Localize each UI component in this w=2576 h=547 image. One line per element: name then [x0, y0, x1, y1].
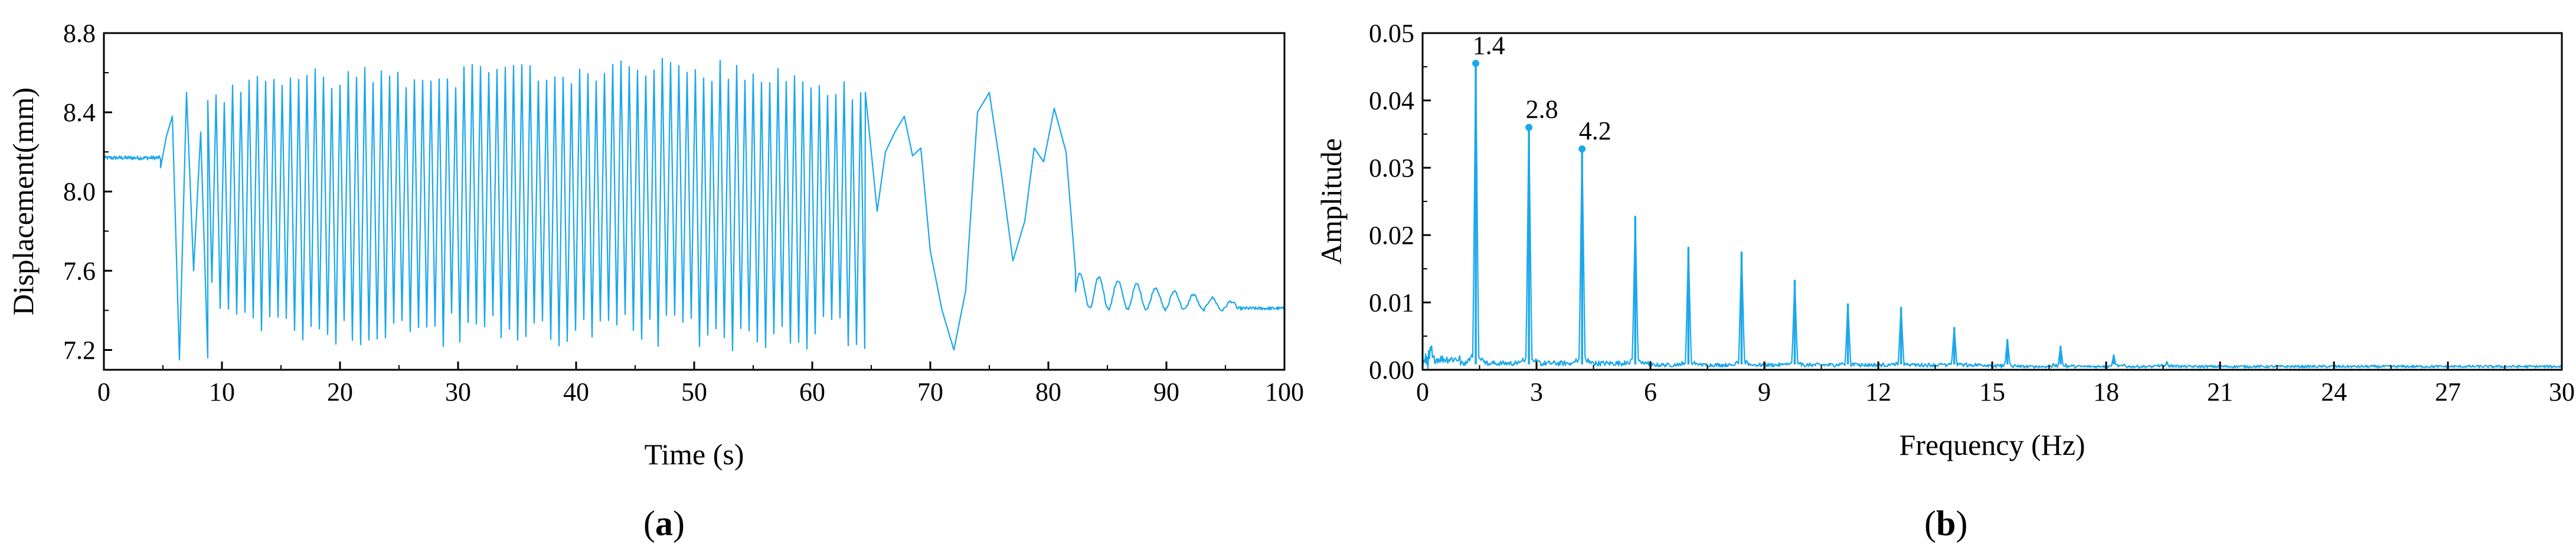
b-ticks: 0 3 6 9 12 15 18 21 24 27 30 0.00 0.01 0.02 0.03 0.04 0.… [1369, 19, 2575, 406]
panel-b-amplitude-spectrum: 0 3 6 9 12 15 18 21 24 27 30 0.00 0.01 0.02 0.03 0.04 0.… [1315, 19, 2575, 543]
a-x-tick-label: 100 [1265, 377, 1304, 406]
b-x-tick-label: 15 [1979, 377, 2005, 406]
a-y-tick-label: 8.4 [63, 98, 96, 127]
b-y-tick-label: 0.00 [1369, 356, 1414, 385]
b-plot-frame [1421, 32, 2563, 371]
b-x-tick-label: 12 [1865, 377, 1891, 406]
b-x-tick-label: 0 [1416, 377, 1429, 406]
b-peak-label: 2.8 [1526, 95, 1558, 124]
b-y-tick-label: 0.01 [1369, 288, 1414, 317]
b-peak-marker [1472, 60, 1480, 67]
b-x-tick-label: 21 [2207, 377, 2233, 406]
a-y-tick-label: 8.8 [63, 19, 96, 48]
a-x-tick-label: 20 [327, 377, 353, 406]
b-panel-label: (b) [1924, 504, 1967, 543]
a-x-tick-label: 40 [563, 377, 589, 406]
b-peak-marker [1525, 123, 1533, 131]
b-x-tick-label: 30 [2549, 377, 2575, 406]
a-x-tick-label: 90 [1153, 377, 1179, 406]
a-plot-frame [103, 32, 1286, 371]
b-y-tick-label: 0.02 [1369, 221, 1414, 250]
panel-a-displacement-chart: 0 10 20 30 40 50 60 70 80 90 100 7.2 7.6 8.0 8.4 8.8 Ti… [6, 19, 1304, 543]
a-y-axis-title: Displacement(mm) [6, 87, 40, 315]
b-x-tick-label: 18 [2093, 377, 2119, 406]
b-y-tick-label: 0.03 [1369, 154, 1414, 183]
b-y-tick-label: 0.04 [1369, 86, 1414, 115]
b-x-axis-title: Frequency (Hz) [1899, 428, 2085, 461]
b-series-line [1421, 63, 2562, 370]
b-x-tick-label: 6 [1644, 377, 1657, 406]
a-panel-label: (a) [643, 504, 685, 543]
a-y-tick-label: 8.0 [63, 177, 96, 206]
a-x-tick-label: 50 [681, 377, 707, 406]
a-y-tick-label: 7.6 [63, 256, 96, 285]
a-x-axis-title: Time (s) [644, 438, 744, 471]
b-y-tick-label: 0.05 [1369, 19, 1414, 48]
a-x-tick-label: 70 [917, 377, 943, 406]
a-x-tick-label: 0 [97, 377, 110, 406]
b-peak-marker [1578, 145, 1586, 153]
b-y-axis-title: Amplitude [1315, 138, 1348, 265]
b-x-tick-label: 3 [1530, 377, 1543, 406]
a-x-tick-label: 10 [209, 377, 235, 406]
a-ticks: 0 10 20 30 40 50 60 70 80 90 100 7.2 7.6 8.0 8.4 8.8 [63, 19, 1304, 406]
b-series-layer [1421, 63, 2562, 370]
b-peak-label: 4.2 [1579, 116, 1611, 145]
b-x-tick-label: 9 [1758, 377, 1771, 406]
b-panel-letter: b [1936, 504, 1956, 543]
a-series-layer [103, 57, 1285, 361]
a-panel-letter: a [655, 504, 673, 543]
b-peak-label: 1.4 [1473, 31, 1505, 60]
a-x-tick-label: 80 [1035, 377, 1061, 406]
b-peak-labels: 1.4 2.8 4.2 [1472, 31, 1611, 153]
b-x-tick-label: 24 [2321, 377, 2347, 406]
a-x-tick-label: 30 [445, 377, 471, 406]
a-x-tick-label: 60 [799, 377, 825, 406]
a-series-line [103, 57, 1285, 361]
a-y-tick-label: 7.2 [63, 336, 96, 364]
b-x-tick-label: 27 [2435, 377, 2461, 406]
